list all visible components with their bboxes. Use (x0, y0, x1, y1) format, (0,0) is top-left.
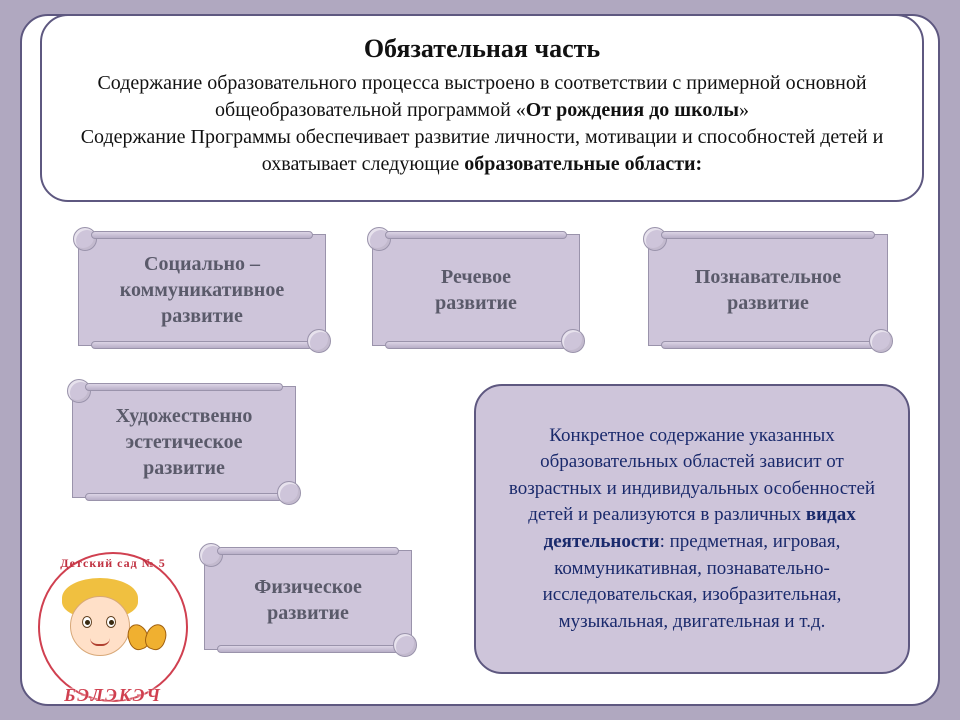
logo-bottom-text: БЭЛЭКЭЧ (40, 685, 186, 706)
scroll-label: Социально –коммуникативное развитие (105, 251, 299, 329)
header-line1-post: » (739, 99, 749, 121)
scroll-social-communicative: Социально –коммуникативное развитие (78, 234, 326, 346)
scroll-label: Физическое развитие (231, 574, 385, 626)
scroll-speech: Речевое развитие (372, 234, 580, 346)
header-title: Обязательная часть (70, 34, 894, 64)
scroll-physical: Физическое развитие (204, 550, 412, 650)
scroll-label: Познавательное развитие (675, 264, 861, 316)
detail-box: Конкретное содержание указанных образова… (474, 384, 910, 674)
kindergarten-logo: Детский сад № 5 БЭЛЭКЭЧ (38, 552, 188, 702)
logo-butterfly-icon (128, 624, 168, 654)
logo-face-icon (70, 596, 130, 656)
header-line2-bold: образовательные области: (464, 153, 702, 175)
logo-eye-icon (106, 616, 116, 628)
scroll-label: Речевое развитие (399, 264, 553, 316)
logo-top-text: Детский сад № 5 (40, 556, 186, 571)
main-panel: Обязательная часть Содержание образовате… (20, 14, 940, 706)
header-line1-bold: От рождения до школы (526, 99, 739, 121)
scroll-cognitive: Познавательное развитие (648, 234, 888, 346)
logo-eye-icon (82, 616, 92, 628)
detail-text: Конкретное содержание указанных образова… (498, 423, 886, 636)
header-box: Обязательная часть Содержание образовате… (40, 14, 924, 202)
header-line1-pre: Содержание образовательного процесса выс… (97, 72, 866, 121)
scroll-label: Художественно эстетическое развитие (99, 403, 269, 481)
scroll-artistic: Художественно эстетическое развитие (72, 386, 296, 498)
header-body: Содержание образовательного процесса выс… (70, 70, 894, 178)
